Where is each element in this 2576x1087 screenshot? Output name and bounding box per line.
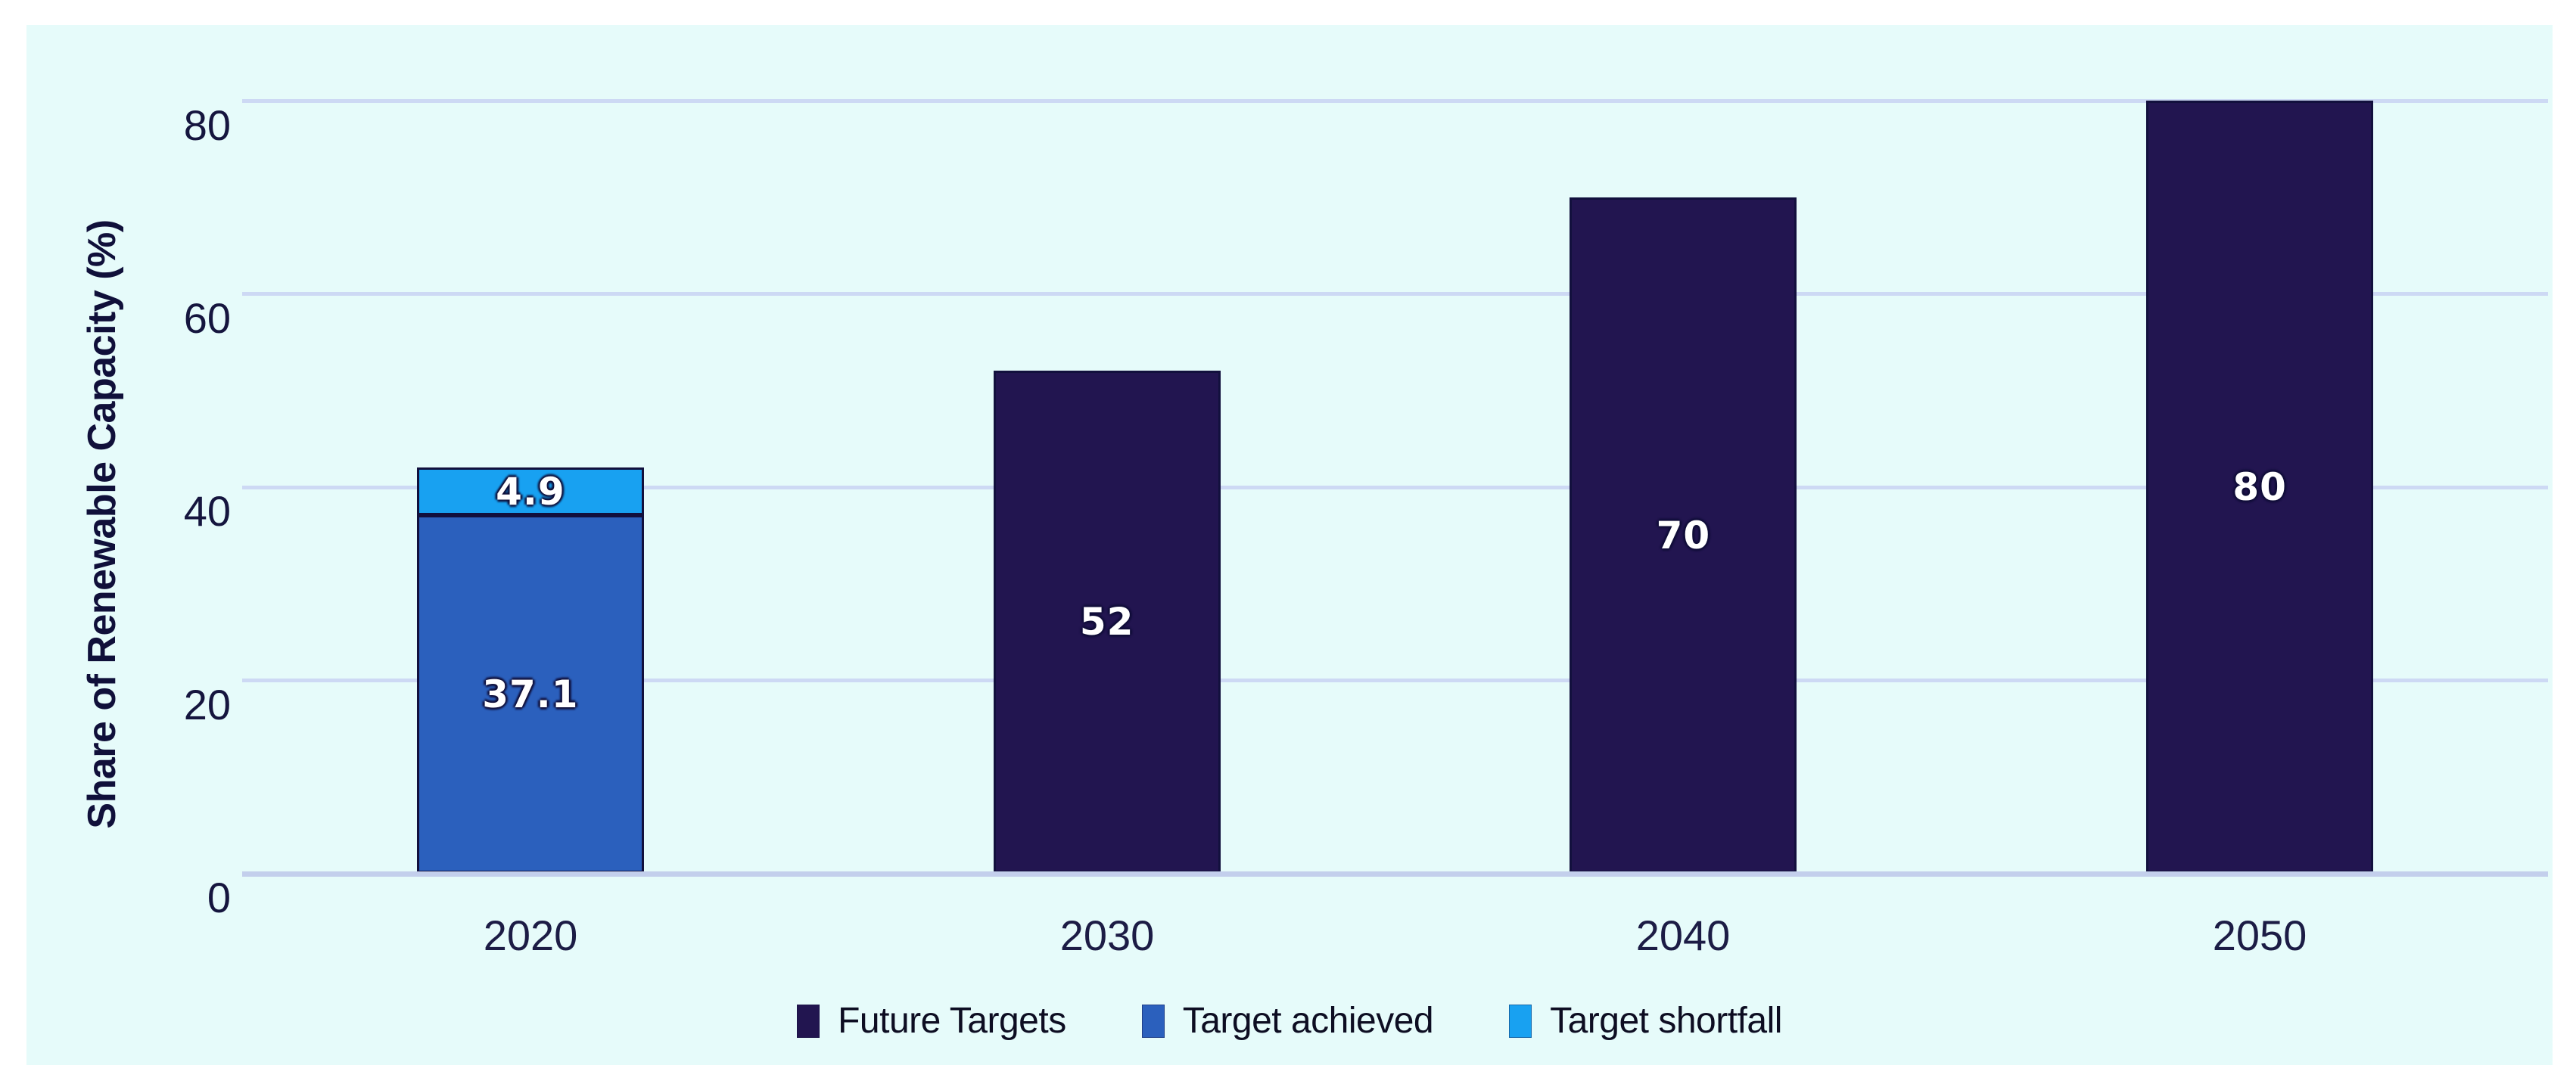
bar-group-2030: 52 [993,371,1221,873]
y-tick-0: 0 [207,874,231,921]
x-tick-2050: 2050 [2212,912,2307,959]
bar-value-label: 37.1 [482,672,579,716]
bar-value-label: 52 [1079,600,1134,644]
gridline-20 [242,678,2548,682]
bar-value-label: 80 [2232,464,2287,509]
x-tick-2020: 2020 [483,912,578,959]
plot-area: 4.9 37.1 52 70 80 [242,99,2548,877]
y-tick-60: 60 [183,294,231,342]
bar-segment-future-target-2040: 70 [1570,197,1797,873]
legend-label: Target shortfall [1550,1001,1782,1041]
x-tick-2030: 2030 [1059,912,1155,959]
legend-item-future-targets: Future Targets [797,1000,1066,1042]
legend-label: Future Targets [838,1001,1066,1041]
chart-legend: Future Targets Target achieved Target sh… [26,1000,2553,1042]
legend-swatch-future-targets-icon [797,1004,820,1038]
x-axis-line [242,871,2548,877]
legend-swatch-target-achieved-icon [1141,1004,1165,1038]
bar-segment-target-achieved-2020: 37.1 [416,515,644,873]
bar-value-label: 70 [1656,513,1711,557]
legend-item-target-achieved: Target achieved [1141,1000,1434,1042]
bar-segment-target-shortfall-2020: 4.9 [416,467,644,515]
bar-group-2040: 70 [1570,197,1797,873]
x-tick-2040: 2040 [1635,912,1731,959]
y-tick-40: 40 [183,487,231,535]
bar-group-2020: 4.9 37.1 [416,467,644,873]
legend-item-target-shortfall: Target shortfall [1509,1000,1782,1042]
gridline-80 [242,99,2548,103]
gridline-60 [242,292,2548,297]
bar-segment-future-target-2050: 80 [2146,101,2374,873]
y-tick-80: 80 [183,101,231,149]
bar-value-label: 4.9 [496,469,565,514]
gridline-40 [242,485,2548,489]
y-tick-20: 20 [183,681,231,728]
bar-segment-future-target-2030: 52 [993,371,1221,873]
bar-group-2050: 80 [2146,101,2374,873]
legend-label: Target achieved [1182,1001,1434,1041]
legend-swatch-target-shortfall-icon [1509,1004,1532,1038]
